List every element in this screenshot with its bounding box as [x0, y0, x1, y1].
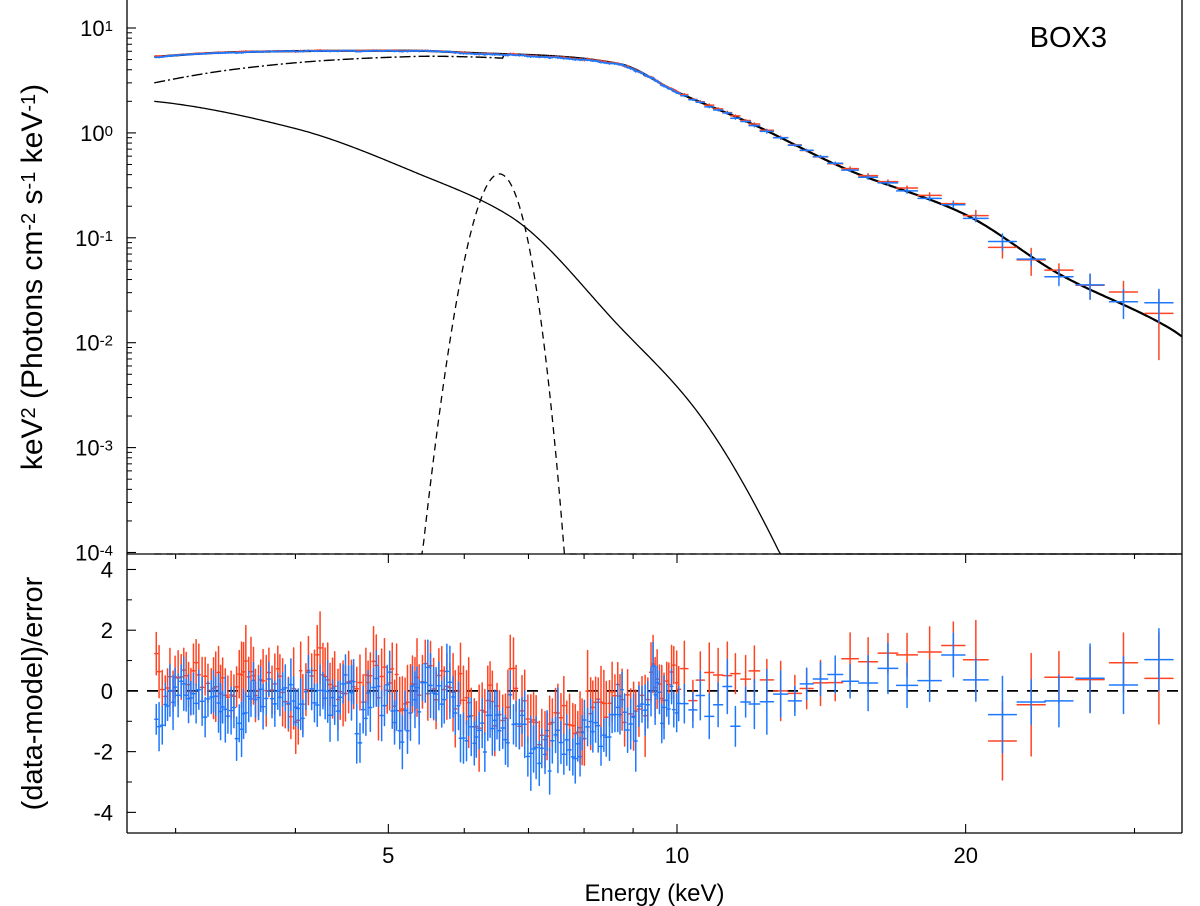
svg-text:10-1: 10-1 [75, 226, 113, 251]
svg-text:5: 5 [382, 843, 394, 868]
svg-text:20: 20 [953, 843, 977, 868]
svg-text:keV2 (Photons cm-2 s-1 keV-1): keV2 (Photons cm-2 s-1 keV-1) [16, 84, 49, 470]
svg-text:10-2: 10-2 [75, 331, 113, 356]
svg-text:0: 0 [101, 679, 113, 704]
svg-text:-2: -2 [93, 740, 113, 765]
svg-text:BOX3: BOX3 [1030, 22, 1107, 54]
svg-text:10: 10 [665, 843, 689, 868]
svg-text:100: 100 [80, 121, 113, 146]
svg-text:(data-model)/error: (data-model)/error [17, 576, 49, 810]
svg-text:-4: -4 [93, 800, 113, 825]
svg-text:10-3: 10-3 [75, 436, 113, 461]
svg-text:4: 4 [101, 558, 113, 583]
svg-text:Energy (keV): Energy (keV) [584, 880, 724, 906]
svg-text:101: 101 [80, 16, 113, 41]
svg-text:2: 2 [101, 618, 113, 643]
